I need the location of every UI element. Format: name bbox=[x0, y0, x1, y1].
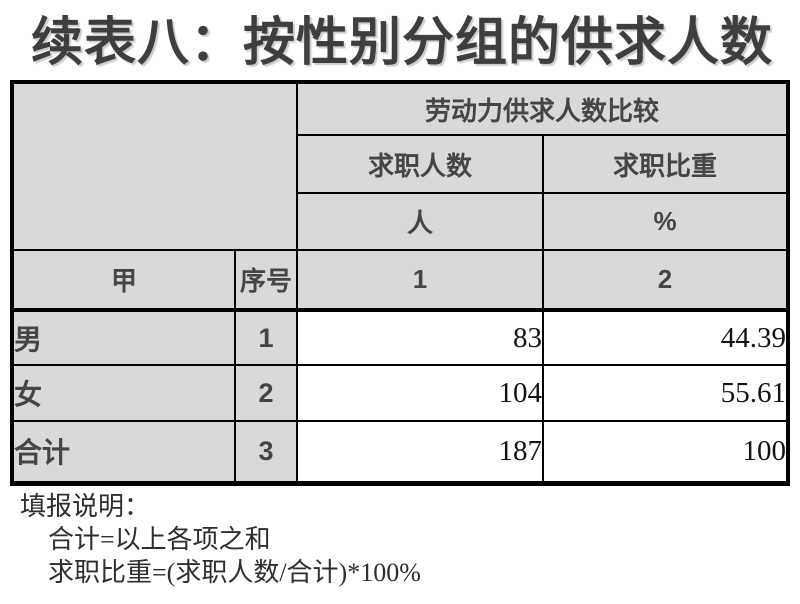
col-header-count: 求职人数 bbox=[296, 134, 544, 194]
cell-share: 100 bbox=[542, 420, 789, 486]
cell-count: 187 bbox=[296, 420, 544, 486]
page-title: 续表八：按性别分组的供求人数 bbox=[31, 14, 774, 72]
column-header-row: 求职人数 求职比重 bbox=[12, 134, 789, 194]
table-row-male: 男 1 83 44.39 bbox=[11, 309, 789, 366]
table-row-total: 合计 3 187 100 bbox=[11, 420, 789, 486]
row-label-total: 合计 bbox=[11, 420, 236, 486]
group-header-row: 劳动力供求人数比较 bbox=[11, 81, 789, 251]
row-label-female: 女 bbox=[11, 364, 236, 422]
row-serial: 1 bbox=[234, 309, 298, 366]
group-header-cell: 劳动力供求人数比较 bbox=[296, 81, 789, 136]
cell-count: 83 bbox=[296, 309, 544, 366]
notes-heading: 填报说明： bbox=[20, 492, 151, 521]
stub-header-row: 甲 序号 1 2 bbox=[11, 249, 789, 312]
row-serial: 2 bbox=[234, 364, 298, 422]
cell-count: 104 bbox=[296, 364, 544, 422]
notes-line-share: 求职比重=(求职人数/合计)*100% bbox=[48, 558, 421, 587]
stub-header-cell: 甲 bbox=[11, 249, 236, 312]
cell-share: 55.61 bbox=[542, 364, 789, 422]
filling-notes: 填报说明： 合计=以上各项之和 求职比重=(求职人数/合计)*100% bbox=[20, 490, 421, 589]
col-header-share: 求职比重 bbox=[542, 134, 789, 194]
cell-share: 44.39 bbox=[542, 309, 789, 366]
notes-line-total: 合计=以上各项之和 bbox=[48, 525, 271, 554]
unit-row: 人 % bbox=[12, 192, 789, 251]
serial-header-cell: 序号 bbox=[234, 249, 298, 312]
row-serial: 3 bbox=[234, 420, 298, 486]
stub-empty-cell bbox=[11, 81, 298, 251]
unit-share: % bbox=[542, 192, 789, 251]
supply-demand-table: 劳动力供求人数比较 求职人数 求职比重 人 % 甲 序号 1 2 男 1 83 … bbox=[10, 80, 790, 486]
col-number-2: 2 bbox=[542, 249, 789, 312]
table-row-female: 女 2 104 55.61 bbox=[11, 364, 789, 422]
row-label-male: 男 bbox=[11, 309, 236, 366]
unit-count: 人 bbox=[296, 192, 544, 251]
col-number-1: 1 bbox=[296, 249, 544, 312]
